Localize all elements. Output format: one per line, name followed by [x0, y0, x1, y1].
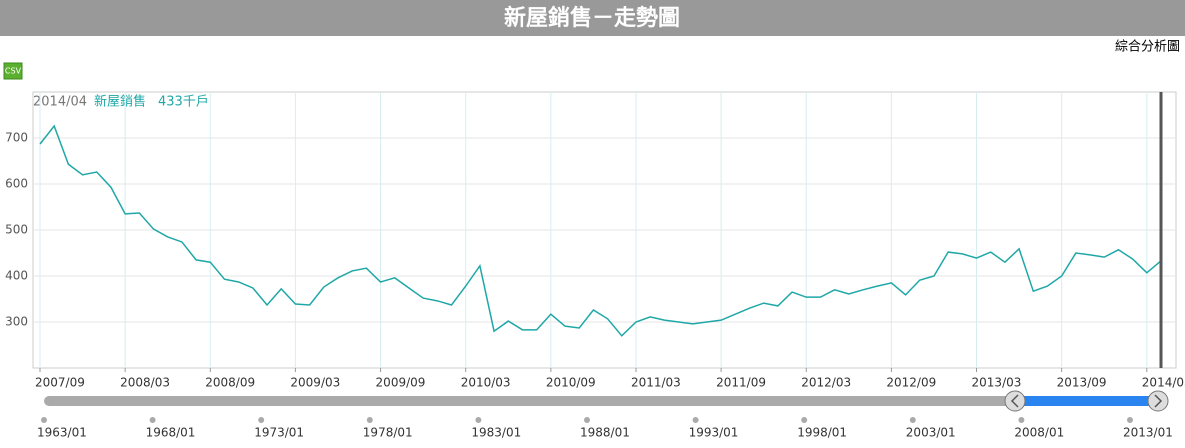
navigator-dot [258, 417, 265, 423]
y-tick-label: 600 [5, 177, 28, 191]
x-tick-label: 2008/03 [120, 376, 170, 390]
handle-arrow [1010, 394, 1019, 408]
navigator-label: 1983/01 [471, 426, 521, 440]
x-tick-label: 2011/09 [716, 376, 766, 390]
csv-button[interactable] [3, 62, 23, 80]
navigator-label: 1963/01 [37, 426, 87, 440]
x-tick-label: 2013/09 [1057, 376, 1107, 390]
analysis-link[interactable]: 綜合分析圖 [1115, 40, 1180, 55]
x-tick-label: 2010/03 [461, 376, 511, 390]
x-tick-label: 2009/03 [290, 376, 340, 390]
y-tick-label: 500 [5, 223, 28, 237]
chart-title: 新屋銷售－走勢圖 [504, 5, 680, 31]
handle-arrow [1154, 394, 1163, 408]
navigator-dot [149, 417, 156, 423]
navigator-dot [1127, 417, 1133, 423]
title-bar [0, 0, 1185, 36]
navigator-label: 1973/01 [254, 426, 304, 440]
x-tick-label: 2014/03 [1142, 376, 1185, 390]
navigator-range[interactable] [1016, 396, 1158, 406]
x-tick-label: 2010/09 [546, 376, 596, 390]
csv-label: CSV [5, 67, 22, 76]
navigator-dot [1018, 417, 1025, 423]
navigator-dot [475, 417, 482, 423]
navigator-label: 2003/01 [906, 426, 956, 440]
navigator-dot [41, 417, 47, 423]
navigator-label: 1993/01 [689, 426, 739, 440]
readout-date: 2014/04 [33, 95, 87, 110]
navigator-label: 2013/01 [1123, 426, 1173, 440]
navigator-dot [909, 417, 916, 423]
navigator-label: 2008/01 [1014, 426, 1064, 440]
navigator-dot [692, 417, 699, 423]
navigator-label: 1978/01 [363, 426, 413, 440]
navigator-label: 1988/01 [580, 426, 630, 440]
x-tick-label: 2009/09 [376, 376, 426, 390]
navigator-handle-left[interactable] [1004, 390, 1026, 412]
navigator-handle-right[interactable] [1147, 390, 1169, 412]
x-tick-label: 2007/09 [35, 376, 85, 390]
x-tick-label: 2012/09 [886, 376, 936, 390]
navigator-dot [801, 417, 808, 423]
y-tick-label: 300 [5, 315, 28, 329]
readout-series: 新屋銷售 [94, 94, 146, 110]
x-tick-label: 2008/09 [205, 376, 255, 390]
readout-value: 433千戶 [158, 95, 209, 110]
navigator-track[interactable] [44, 396, 1016, 406]
line-series [39, 124, 1162, 337]
navigator-dot [584, 417, 590, 423]
x-tick-label: 2011/03 [631, 376, 681, 390]
navigator-label: 1998/01 [797, 426, 847, 440]
y-tick-label: 700 [5, 131, 28, 145]
navigator-dot [366, 417, 373, 423]
x-tick-label: 2012/03 [801, 376, 851, 390]
x-tick-label: 2013/03 [972, 376, 1022, 390]
y-tick-label: 400 [5, 269, 28, 283]
navigator-label: 1968/01 [146, 426, 196, 440]
